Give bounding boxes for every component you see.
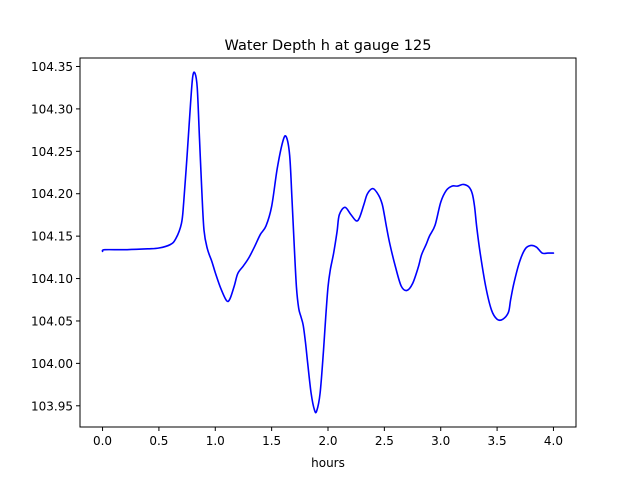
y-tick-label: 104.25 xyxy=(31,145,73,159)
series-line xyxy=(101,71,555,414)
y-tick-label: 104.15 xyxy=(31,230,73,244)
y-tick-label: 104.35 xyxy=(31,60,73,74)
x-tick-label: 3.5 xyxy=(488,434,507,448)
x-axis: 0.0 0.5 1.0 1.5 2.0 2.5 3.0 3.5 4.0 xyxy=(93,427,563,448)
y-tick-label: 104.10 xyxy=(31,272,73,286)
y-tick-label: 103.95 xyxy=(31,399,73,413)
y-tick-label: 104.05 xyxy=(31,314,73,328)
x-tick-label: 2.0 xyxy=(318,434,337,448)
y-tick-label: 104.20 xyxy=(31,187,73,201)
plot-area xyxy=(79,57,577,428)
x-tick-label: 3.0 xyxy=(431,434,450,448)
x-tick-label: 1.0 xyxy=(206,434,225,448)
y-tick-label: 104.30 xyxy=(31,102,73,116)
plot-background xyxy=(80,58,576,427)
x-tick-label: 0.5 xyxy=(149,434,168,448)
x-axis-label: hours xyxy=(311,456,345,470)
chart-title: Water Depth h at gauge 125 xyxy=(225,38,432,54)
x-tick-label: 0.0 xyxy=(93,434,112,448)
x-tick-label: 2.5 xyxy=(375,434,394,448)
x-tick-label: 4.0 xyxy=(544,434,563,448)
y-tick-label: 104.00 xyxy=(31,357,73,371)
y-axis: 103.95 104.00 104.05 104.10 104.15 104.20 104.… xyxy=(31,60,80,413)
x-tick-label: 1.5 xyxy=(262,434,281,448)
